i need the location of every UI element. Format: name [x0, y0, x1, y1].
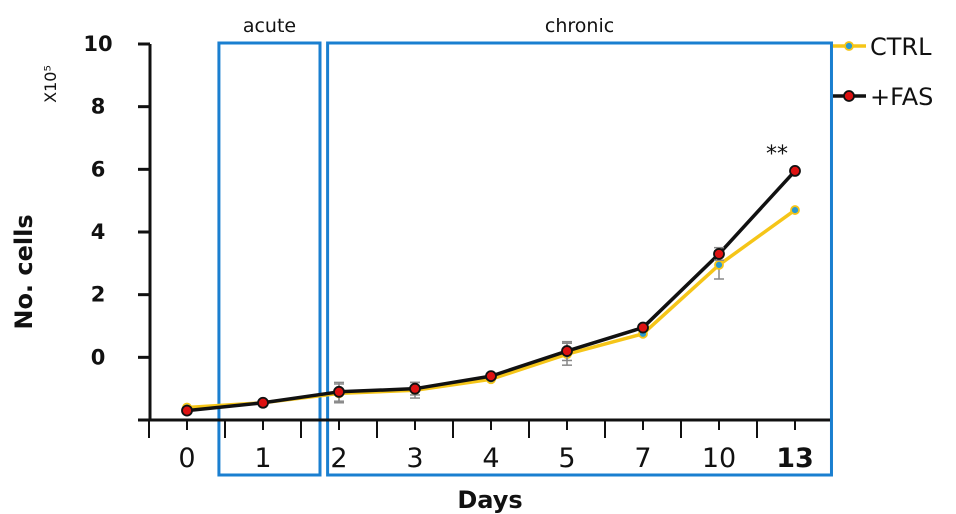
legend-swatch-marker [844, 41, 854, 51]
data-point [333, 385, 345, 398]
data-point [713, 248, 725, 260]
x-ticks: 0 1 2 3 4 5 7 10 13 [148, 420, 814, 474]
x-tick-label: 1 [254, 443, 271, 474]
legend-item: +FAS [833, 83, 933, 111]
x-tick-label: 10 [702, 443, 736, 474]
x-tick-label: 4 [482, 443, 499, 474]
x-tick-label: 2 [330, 443, 347, 474]
legend-item: CTRL [833, 33, 932, 61]
regions: acute chronic [217, 15, 833, 477]
x-tick-label: 7 [634, 443, 651, 474]
y-tick-label: 0 [91, 345, 106, 369]
data-point [561, 345, 573, 357]
data-point [409, 382, 421, 395]
legend-swatch-marker [843, 90, 855, 102]
data-point [789, 164, 801, 177]
y-tick-label: 2 [91, 283, 106, 307]
data-point [257, 396, 269, 409]
series-fas [181, 164, 801, 417]
y-tick-label: 10 [83, 32, 112, 56]
data-point [637, 321, 649, 334]
y-tick-label: 8 [91, 95, 106, 119]
data-point [714, 259, 724, 270]
significance-annotation: ** [766, 142, 788, 167]
y-tick-label: 6 [91, 157, 106, 181]
legend-label: CTRL [870, 33, 932, 61]
data-point [181, 404, 193, 417]
y-multiplier: X10⁵ [41, 65, 60, 103]
x-tick-label: 13 [776, 443, 814, 474]
region-box-chronic [326, 41, 833, 477]
legend: CTRL +FAS [833, 33, 933, 111]
x-tick-label: 3 [406, 443, 423, 474]
axes [148, 44, 830, 422]
data-point [485, 370, 497, 383]
region-box-acute [217, 41, 322, 477]
legend-label: +FAS [870, 83, 933, 111]
data-point [790, 205, 800, 215]
y-axis-label: No. cells [10, 214, 38, 329]
series-layer: ** [181, 142, 801, 417]
x-tick-label: 5 [558, 443, 575, 474]
y-ticks: 10 8 6 4 2 0 [83, 32, 150, 422]
x-axis-label: Days [457, 486, 522, 514]
y-tick-label: 4 [91, 220, 106, 244]
region-label-chronic: chronic [545, 15, 614, 37]
region-label-acute: acute [243, 15, 296, 37]
x-tick-label: 0 [178, 443, 195, 474]
